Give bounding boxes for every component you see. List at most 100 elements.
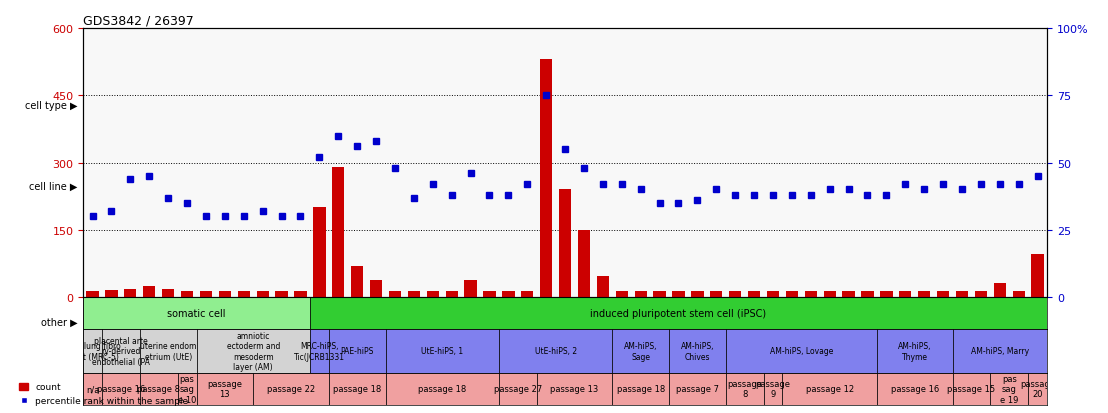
Bar — [691, 291, 704, 297]
Bar — [162, 289, 174, 297]
Bar — [669, 329, 726, 373]
Bar — [1028, 373, 1047, 405]
Bar — [199, 291, 212, 297]
Text: other ▶: other ▶ — [41, 317, 78, 327]
Text: passage 16: passage 16 — [96, 385, 145, 393]
Bar — [295, 291, 307, 297]
Bar — [823, 291, 835, 297]
Bar — [876, 329, 953, 373]
Bar — [536, 373, 613, 405]
Bar — [880, 291, 893, 297]
Text: passage 16: passage 16 — [891, 385, 938, 393]
Text: AM-hiPS,
Sage: AM-hiPS, Sage — [624, 342, 657, 361]
Bar — [310, 329, 329, 373]
Bar — [105, 290, 117, 297]
Bar — [635, 291, 647, 297]
Text: passage
20: passage 20 — [1020, 379, 1055, 399]
Bar — [464, 280, 476, 297]
Text: placental arte
ry-derived
endothelial (PA: placental arte ry-derived endothelial (P… — [92, 336, 150, 366]
Bar — [332, 168, 345, 297]
Text: GDS3842 / 26397: GDS3842 / 26397 — [83, 15, 194, 28]
Text: AM-hiPS, Lovage: AM-hiPS, Lovage — [770, 347, 833, 356]
Bar — [143, 286, 155, 297]
Text: n/a: n/a — [85, 385, 100, 393]
Text: uterine endom
etrium (UtE): uterine endom etrium (UtE) — [140, 342, 196, 361]
Bar — [196, 329, 310, 373]
Legend: count, percentile rank within the sample: count, percentile rank within the sample — [16, 379, 192, 408]
Bar — [257, 291, 269, 297]
Bar — [351, 266, 363, 297]
Text: fetal lung fibro
blast (MRC-5): fetal lung fibro blast (MRC-5) — [64, 342, 121, 361]
Text: PAE-hiPS: PAE-hiPS — [340, 347, 373, 356]
Bar — [83, 373, 102, 405]
Bar — [140, 373, 177, 405]
Bar — [991, 373, 1028, 405]
Text: cell line ▶: cell line ▶ — [29, 181, 78, 191]
Bar — [102, 329, 140, 373]
Bar — [956, 291, 968, 297]
Text: induced pluripotent stem cell (iPSC): induced pluripotent stem cell (iPSC) — [591, 309, 767, 318]
Bar — [329, 329, 386, 373]
Bar — [558, 190, 572, 297]
Bar — [710, 291, 722, 297]
Bar — [389, 291, 401, 297]
Text: passage
8: passage 8 — [727, 379, 762, 399]
Bar — [953, 373, 991, 405]
Text: pas
sag
e 10: pas sag e 10 — [178, 374, 196, 404]
Bar — [86, 291, 99, 297]
Text: AM-hiPS, Marry: AM-hiPS, Marry — [971, 347, 1029, 356]
Bar — [937, 291, 950, 297]
Text: amniotic
ectoderm and
mesoderm
layer (AM): amniotic ectoderm and mesoderm layer (AM… — [226, 331, 280, 371]
Bar — [83, 329, 102, 373]
Bar — [196, 373, 254, 405]
Bar — [408, 291, 420, 297]
Text: passage 15: passage 15 — [947, 385, 995, 393]
Bar — [613, 373, 669, 405]
Text: passage 27: passage 27 — [494, 385, 542, 393]
Bar — [782, 373, 876, 405]
Text: passage 13: passage 13 — [551, 385, 598, 393]
Text: passage 7: passage 7 — [676, 385, 719, 393]
Bar — [521, 291, 533, 297]
Bar — [726, 373, 763, 405]
Bar — [483, 291, 495, 297]
Text: MRC-hiPS,
Tic(JCRB1331: MRC-hiPS, Tic(JCRB1331 — [294, 342, 345, 361]
Bar — [748, 291, 760, 297]
Bar — [181, 291, 193, 297]
Text: AM-hiPS,
Chives: AM-hiPS, Chives — [680, 342, 715, 361]
Bar — [763, 373, 782, 405]
Bar — [786, 291, 798, 297]
Text: passage 18: passage 18 — [418, 385, 466, 393]
Bar — [861, 291, 873, 297]
Bar — [669, 373, 726, 405]
Text: passage
13: passage 13 — [207, 379, 243, 399]
Bar — [804, 291, 817, 297]
Bar — [767, 291, 779, 297]
Bar — [975, 291, 987, 297]
Bar — [83, 297, 310, 329]
Text: AM-hiPS,
Thyme: AM-hiPS, Thyme — [897, 342, 932, 361]
Bar — [502, 291, 514, 297]
Text: passage
9: passage 9 — [756, 379, 790, 399]
Bar — [177, 373, 196, 405]
Bar — [386, 329, 499, 373]
Bar — [842, 291, 854, 297]
Bar — [578, 230, 591, 297]
Text: passage 12: passage 12 — [806, 385, 854, 393]
Text: passage 22: passage 22 — [267, 385, 315, 393]
Bar — [1013, 291, 1025, 297]
Bar — [329, 373, 386, 405]
Bar — [254, 373, 329, 405]
Bar — [919, 291, 931, 297]
Text: somatic cell: somatic cell — [167, 309, 226, 318]
Bar — [654, 291, 666, 297]
Bar — [427, 291, 439, 297]
Bar — [499, 329, 613, 373]
Text: passage 18: passage 18 — [616, 385, 665, 393]
Text: passage 8: passage 8 — [137, 385, 181, 393]
Bar — [616, 291, 628, 297]
Text: pas
sag
e 19: pas sag e 19 — [1001, 374, 1018, 404]
Bar — [445, 291, 458, 297]
Bar — [540, 60, 552, 297]
Bar — [237, 291, 250, 297]
